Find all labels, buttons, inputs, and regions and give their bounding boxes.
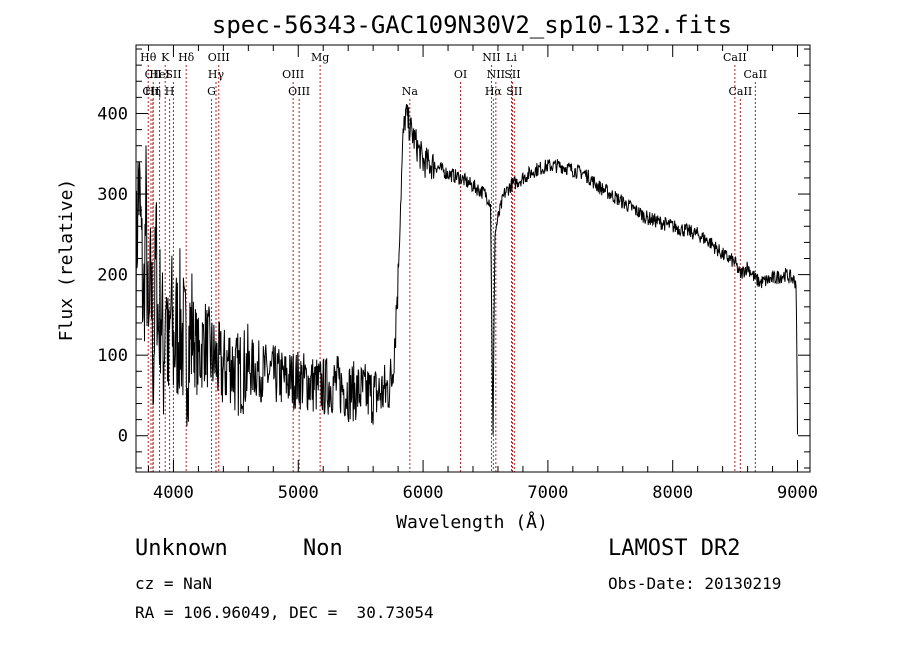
y-tick-label: 300 <box>97 185 128 205</box>
spectral-line-label: OIII <box>208 51 230 64</box>
spectrum-series-line <box>135 104 798 435</box>
spectral-line-label: SII <box>504 68 520 81</box>
spectral-line-label: Hη <box>145 85 161 98</box>
spectral-line-label: Na <box>402 85 419 98</box>
spectral-line-label: Hα <box>485 85 503 98</box>
subclass-label: Non <box>303 536 343 561</box>
coordinates-label: RA = 106.96049, DEC = 30.73054 <box>135 603 434 622</box>
y-tick-label: 0 <box>118 427 128 447</box>
x-tick-label: 4000 <box>153 483 194 503</box>
spectral-line-label: OIII <box>288 85 310 98</box>
spectral-line-label: OIII <box>282 68 304 81</box>
x-tick-label: 8000 <box>652 483 693 503</box>
y-tick-label: 200 <box>97 266 128 286</box>
spectral-line-label: SII <box>165 68 181 81</box>
x-tick-label: 9000 <box>777 483 818 503</box>
x-tick-label: 5000 <box>278 483 319 503</box>
spectral-line-label: Li <box>506 51 517 64</box>
spectral-line-label: H <box>165 85 175 98</box>
spectral-line-label: Hγ <box>208 68 225 81</box>
spectral-line-label: CaII <box>723 51 747 64</box>
class-label: Unknown <box>135 536 228 561</box>
axis-ticks-layer: 4000 5000 6000 7000 8000 9000 0 100 200 300 400 <box>97 45 818 503</box>
y-tick-label: 100 <box>97 346 128 366</box>
cz-label: cz = NaN <box>135 574 213 593</box>
spectral-lines-layer <box>147 65 756 472</box>
plot-frame <box>135 44 811 473</box>
spectral-line-label: CaII <box>743 68 767 81</box>
y-axis-label: Flux (relative) <box>56 179 77 342</box>
y-tick-label: 400 <box>97 104 128 124</box>
spectral-line-label: OI <box>454 68 467 81</box>
spectral-line-label: CII <box>142 85 159 98</box>
obs-date-label: Obs-Date: 20130219 <box>608 574 782 593</box>
spectral-line-label: CII <box>145 68 162 81</box>
chart-title: spec-56343-GAC109N30V2_sp10-132.fits <box>212 11 732 39</box>
spectral-line-label: Mg <box>311 51 329 64</box>
x-axis-label: Wavelength (Å) <box>396 511 548 533</box>
x-tick-label: 6000 <box>403 483 444 503</box>
spectral-line-label: G <box>207 85 216 98</box>
spectral-line-label: CaII <box>729 85 753 98</box>
spectral-line-label: Hθ <box>140 51 157 64</box>
spectral-line-label: Hδ <box>178 51 195 64</box>
x-tick-label: 7000 <box>527 483 568 503</box>
spectral-line-label: NII <box>482 51 500 64</box>
spectral-line-label: SII <box>506 85 522 98</box>
survey-label: LAMOST DR2 <box>608 536 741 561</box>
spectral-line-label: NII <box>487 68 505 81</box>
spectral-line-label: K <box>161 51 170 64</box>
spectral-line-label: HeI <box>149 68 169 81</box>
